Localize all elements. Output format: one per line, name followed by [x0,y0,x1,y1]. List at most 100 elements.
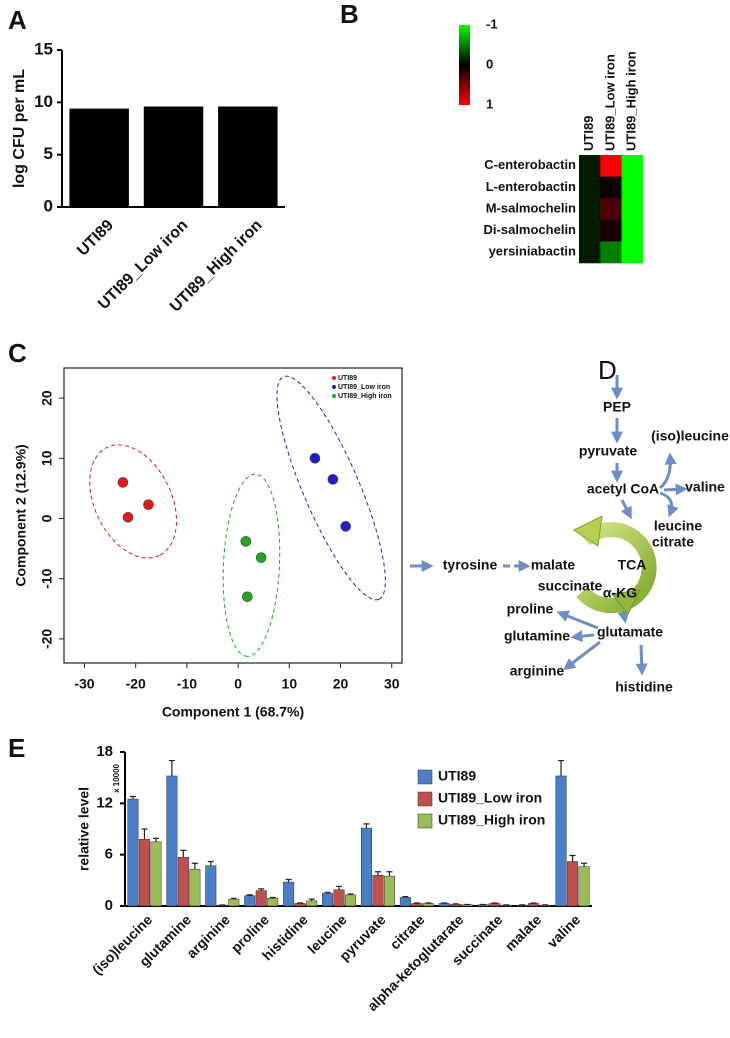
x-tick-label: 20 [333,676,349,692]
confidence-ellipse [89,444,177,559]
y-tick-label: -10 [39,568,55,588]
pathway-node: citrate [652,534,694,550]
heatmap-cell [579,219,601,242]
heatmap-cell [621,219,644,242]
panel-letter: B [340,0,359,29]
column-label: UTI89_Low iron [602,54,617,151]
bar [567,861,579,907]
bar [166,775,178,907]
y-tick-label: 6 [105,846,113,863]
pathway-node: arginine [510,663,565,679]
pathway-node: acetyl CoA [587,481,659,497]
arrow [635,644,648,676]
error-bar [347,893,354,895]
error-bar [386,871,393,877]
point [117,477,129,488]
x-axis-label: Component 1 (68.7%) [162,704,304,720]
bar [555,775,567,907]
error-bar [569,854,576,862]
y-axis-label: log CFU per mL [11,69,28,188]
cycle-arrowhead [573,515,603,547]
heatmap-cell [600,198,622,221]
heatmap-cell [621,241,644,264]
pathway-node: pyruvate [579,443,638,459]
pathway-node: glutamate [597,624,663,640]
bar [450,904,462,907]
bar [322,892,334,907]
point [340,521,351,532]
arrow [563,640,601,671]
pathway-node: leucine [654,518,702,534]
pathway-node: histidine [615,679,673,695]
point [309,453,321,464]
error-bar [336,885,343,890]
bar [399,897,411,907]
x-tick-label: valine [544,911,584,951]
row-label: L-enterobactin [486,179,576,194]
bar [150,841,162,907]
confidence-ellipse [276,375,386,601]
heatmap-cell [579,155,601,177]
error-bar [246,894,253,896]
bar [383,875,395,907]
y-tick-label: 12 [96,794,113,811]
bar [578,866,590,907]
legend-swatch [417,791,433,807]
pathway-node: (iso)leucine [651,428,729,444]
row-label: M-salmochelin [486,200,576,215]
bar [283,881,295,907]
error-bar [191,862,198,870]
bar [267,898,279,907]
x-tick-label: -10 [177,676,197,692]
confidence-ellipse [222,473,281,657]
bar [422,903,434,907]
point [240,536,252,547]
panel-letter: A [8,5,27,35]
y-tick-label: 10 [39,450,55,466]
error-bar [285,878,292,883]
pathway-node: valine [685,479,725,495]
point [122,512,134,523]
error-bar [374,871,381,876]
bar [177,856,189,907]
x-tick-label: 10 [282,676,298,692]
bar [333,889,345,907]
bar [69,108,129,207]
heatmap-cell [621,198,644,221]
row-label: yersiniabactin [489,244,576,259]
arrow [570,630,595,643]
x-tick-label: 30 [384,676,400,692]
error-bar [207,860,214,866]
legend-label: UTI89_High iron [438,812,545,828]
point [143,499,154,510]
x-tick-label: malate [502,911,545,954]
plot-frame [63,367,403,664]
pathway-node: proline [507,601,554,617]
legend-label: UTI89 [338,375,357,382]
error-bar [230,897,237,900]
heatmap-cell [579,198,601,221]
bar [255,890,267,907]
y-tick-label: 20 [39,390,55,406]
heatmap-cell [600,219,622,242]
pathway-node: α-KG [603,585,637,601]
panel-letter: E [8,733,25,763]
bar [306,900,318,907]
legend-swatch [417,813,433,829]
bar [411,903,423,907]
y-tick-label: 5 [44,144,53,163]
y-tick-label: 15 [34,39,53,58]
bar [143,106,204,207]
error-bar [258,888,265,891]
row-label: Di-salmochelin [484,222,577,237]
colorbar-label: 1 [486,96,493,111]
legend-label: UTI89_Low iron [438,790,542,806]
bar [228,898,240,907]
tca-cycle [573,515,657,615]
bar [294,903,306,907]
pathway-node: PEP [603,399,631,415]
y-tick-label: 18 [96,743,113,760]
legend-marker [332,394,336,398]
heatmap-cell [579,176,601,199]
y-tick-label: 0 [44,196,53,215]
